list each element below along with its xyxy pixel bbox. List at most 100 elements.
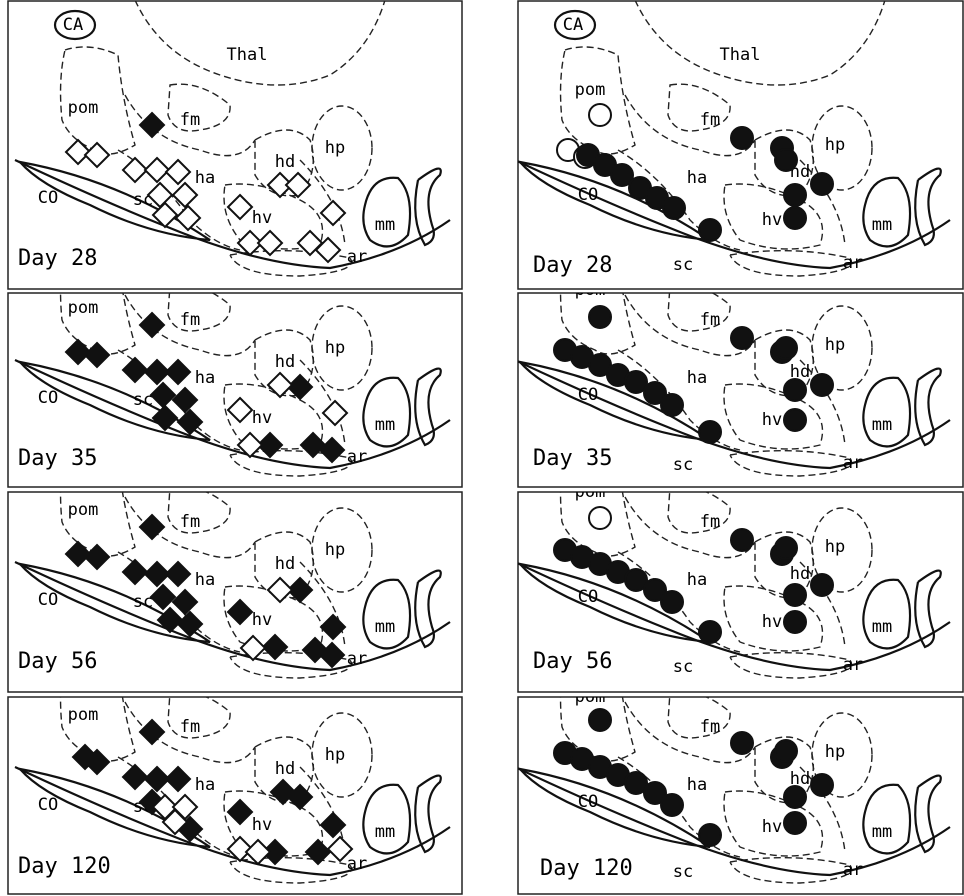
region-label: mm <box>872 215 892 235</box>
open-diamond <box>258 231 282 255</box>
region-label: hp <box>325 138 345 158</box>
filled-diamond <box>166 767 190 791</box>
day-label: Day 56 <box>18 649 97 674</box>
region-label: fm <box>180 512 200 532</box>
region-label: hv <box>252 408 272 428</box>
filled-diamond <box>140 113 164 137</box>
region-label: hv <box>762 612 782 632</box>
region-label: CO <box>38 795 58 815</box>
filled-circle <box>775 149 797 171</box>
day-label: Day 56 <box>533 649 612 674</box>
region-label: sc <box>673 862 693 882</box>
filled-circle <box>589 709 611 731</box>
filled-circle <box>784 409 806 431</box>
open-circle <box>589 104 611 126</box>
filled-diamond <box>321 615 345 639</box>
region-label: mm <box>375 617 395 637</box>
panel: CAThalpomfmhdhphaCOschvmmar <box>515 402 950 678</box>
region-label: fm <box>700 717 720 737</box>
region-label: CO <box>578 185 598 205</box>
region-label: fm <box>700 512 720 532</box>
filled-circle <box>784 812 806 834</box>
region-label: CO <box>578 587 598 607</box>
filled-diamond <box>151 585 175 609</box>
region-label: mm <box>375 415 395 435</box>
filled-circle <box>731 732 753 754</box>
region-label: ha <box>195 775 215 795</box>
region-label: hp <box>325 745 345 765</box>
open-diamond <box>246 840 270 864</box>
region-label: ar <box>843 453 863 473</box>
region-label: ha <box>687 368 707 388</box>
day-label: Day 120 <box>540 856 633 881</box>
region-label: ha <box>687 775 707 795</box>
region-label: ha <box>687 570 707 590</box>
filled-diamond <box>140 720 164 744</box>
filled-circle <box>775 740 797 762</box>
filled-diamond <box>123 765 147 789</box>
filled-circle <box>731 529 753 551</box>
region-label: CO <box>578 792 598 812</box>
region-label: Thal <box>227 45 268 65</box>
region-label: hd <box>275 554 295 574</box>
region-label: mm <box>872 822 892 842</box>
region-label: sc <box>133 592 153 612</box>
region-label: hd <box>275 759 295 779</box>
open-diamond <box>321 201 345 225</box>
region-label: sc <box>133 390 153 410</box>
open-diamond <box>173 183 197 207</box>
region-label: hv <box>252 815 272 835</box>
region-label: CA <box>63 215 83 235</box>
filled-diamond <box>66 542 90 566</box>
filled-circle <box>784 611 806 633</box>
panel: CAThalpomfmhdhphaCOschvmmar <box>15 0 450 276</box>
region-label: fm <box>180 110 200 130</box>
filled-circle <box>661 394 683 416</box>
open-diamond <box>286 173 310 197</box>
open-diamond <box>66 140 90 164</box>
open-diamond <box>268 373 292 397</box>
open-diamond <box>166 160 190 184</box>
region-label: pom <box>68 500 99 520</box>
filled-circle <box>784 184 806 206</box>
region-label: CA <box>563 417 583 437</box>
region-label: hp <box>825 335 845 355</box>
region-label: hv <box>252 610 272 630</box>
filled-diamond <box>166 360 190 384</box>
region-label: hd <box>275 352 295 372</box>
filled-circle <box>589 306 611 328</box>
region-label: sc <box>673 455 693 475</box>
filled-circle <box>699 421 721 443</box>
region-label: ha <box>687 168 707 188</box>
filled-diamond <box>178 410 202 434</box>
filled-circle <box>811 374 833 396</box>
filled-circle <box>661 591 683 613</box>
open-diamond <box>145 158 169 182</box>
filled-circle <box>784 584 806 606</box>
region-label: CA <box>63 622 83 642</box>
filled-diamond <box>123 358 147 382</box>
panel: CAThalpomfmhdhphaCOschvmmar <box>15 402 450 678</box>
region-label: mm <box>375 215 395 235</box>
region-label: hv <box>762 410 782 430</box>
open-diamond <box>228 195 252 219</box>
filled-circle <box>731 327 753 349</box>
region-label: ar <box>843 860 863 880</box>
filled-circle <box>784 786 806 808</box>
region-label: hv <box>252 208 272 228</box>
region-label: hd <box>275 152 295 172</box>
open-diamond <box>228 398 252 422</box>
filled-circle <box>699 621 721 643</box>
day-label: Day 35 <box>533 446 612 471</box>
open-diamond <box>268 578 292 602</box>
filled-diamond <box>306 840 330 864</box>
region-label: ha <box>195 570 215 590</box>
filled-diamond <box>85 343 109 367</box>
region-label: CA <box>63 417 83 437</box>
filled-diamond <box>66 340 90 364</box>
filled-diamond <box>263 635 287 659</box>
region-label: mm <box>375 822 395 842</box>
filled-diamond <box>158 608 182 632</box>
